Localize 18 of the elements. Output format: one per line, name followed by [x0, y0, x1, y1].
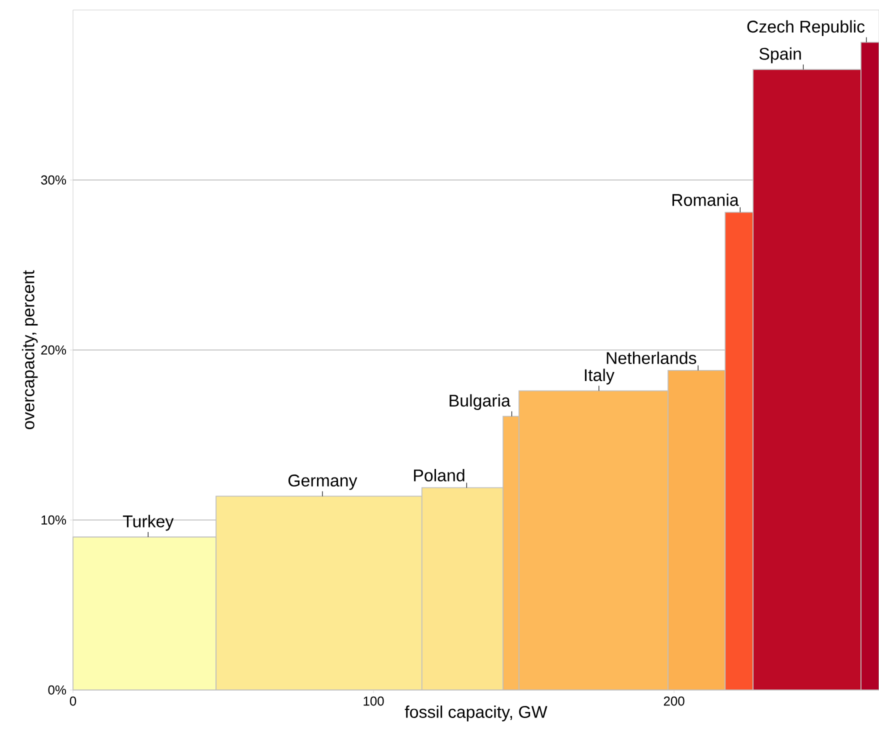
y-tick-label: 0%	[48, 685, 66, 695]
annotation: Germany	[288, 474, 358, 490]
annotation: Italy	[584, 368, 614, 385]
annotation: Spain	[759, 47, 801, 64]
annotation: Netherlands	[606, 352, 696, 364]
y-tick-label: 20%	[41, 345, 66, 355]
x-axis-title: fossil capacity, GW	[404, 706, 548, 722]
x-tick-label: 100	[364, 696, 384, 706]
y-tick-label: 10%	[42, 515, 66, 525]
annotation: Turkey	[122, 514, 174, 531]
y-axis-title: overcapacity, percent	[22, 270, 38, 430]
y-tick-label: 30%	[41, 175, 66, 185]
annotation: Czech Republic	[747, 20, 865, 36]
x-tick-label: 200	[664, 696, 684, 706]
annotation: Poland	[414, 468, 464, 482]
annotation: Romania	[672, 194, 739, 206]
x-tick-label: 0	[70, 696, 76, 706]
annotation: Bulgaria	[450, 394, 510, 410]
